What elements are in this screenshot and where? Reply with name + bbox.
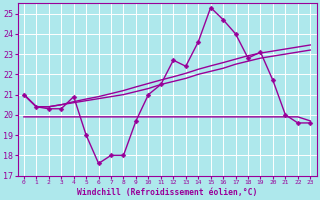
- X-axis label: Windchill (Refroidissement éolien,°C): Windchill (Refroidissement éolien,°C): [77, 188, 257, 197]
